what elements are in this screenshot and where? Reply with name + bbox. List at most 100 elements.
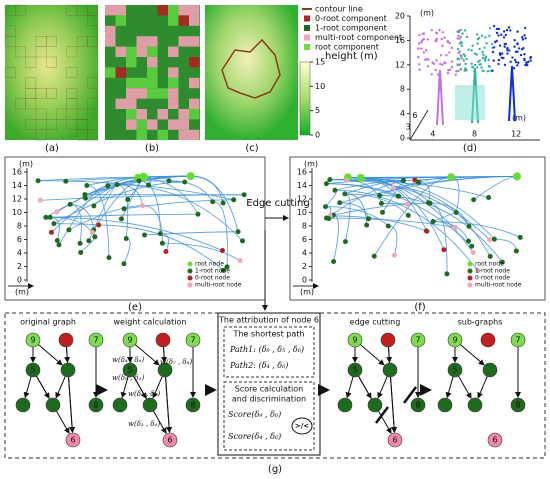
node: [337, 200, 343, 206]
tick-label: 16: [395, 36, 405, 45]
panel-label: (g): [268, 464, 282, 475]
point: [516, 30, 519, 33]
node: [415, 179, 421, 185]
point: [420, 39, 424, 42]
node: [396, 193, 402, 199]
edge: [325, 206, 389, 227]
node: [121, 206, 127, 212]
node: [470, 249, 476, 255]
node: [114, 182, 120, 188]
point: [481, 56, 485, 60]
node: [48, 229, 54, 235]
point: [478, 47, 481, 51]
node: [105, 183, 111, 189]
point: [522, 46, 525, 50]
tick-label: 10: [12, 208, 22, 217]
point: [463, 29, 467, 32]
cell: [66, 67, 78, 79]
point: [503, 45, 506, 48]
point: [476, 38, 480, 41]
edge: [329, 179, 415, 217]
tick-label: 6: [412, 111, 417, 120]
cell: [126, 98, 137, 109]
node: [163, 249, 169, 255]
point: [500, 56, 503, 59]
node: [140, 203, 146, 209]
node: [366, 216, 372, 222]
node-label: 6: [492, 436, 497, 445]
top-row: height (m) (a) (b) (c) (d): [5, 5, 477, 154]
node: [106, 255, 112, 261]
node: [465, 238, 471, 244]
node: [25, 332, 41, 348]
cell: [25, 98, 37, 110]
contour: [221, 38, 281, 99]
edge: [212, 201, 228, 267]
point: [506, 49, 509, 52]
point: [475, 33, 479, 36]
point: [484, 55, 488, 58]
node: [157, 362, 173, 378]
node: [84, 182, 90, 188]
node: [469, 243, 475, 249]
node: [412, 177, 418, 183]
node: [467, 397, 483, 413]
edge: [334, 189, 479, 271]
node: [63, 178, 69, 184]
edge: [138, 180, 161, 234]
node: [118, 216, 124, 222]
cell: [4, 36, 16, 47]
point: [476, 42, 479, 45]
map-c: [205, 5, 298, 140]
point: [508, 49, 511, 52]
point: [441, 63, 444, 66]
panel-label: (a): [45, 143, 59, 154]
node: [78, 249, 84, 255]
node: [121, 261, 127, 267]
cut-mark: [403, 386, 417, 404]
edge: [40, 194, 245, 201]
node: [327, 177, 333, 183]
edge: [142, 205, 163, 244]
point: [448, 68, 452, 71]
node: [195, 211, 201, 217]
legend-label: root component: [315, 43, 379, 52]
point: [465, 69, 468, 72]
point: [457, 34, 460, 38]
node-label: 6: [392, 436, 397, 445]
node: [337, 397, 353, 413]
node: [343, 177, 349, 183]
cell: [178, 15, 189, 26]
node-label: 7: [415, 336, 420, 345]
point: [485, 42, 488, 45]
edge: [344, 180, 404, 195]
point: [445, 53, 448, 57]
node: [332, 187, 338, 193]
legend-label: 1-root node: [475, 268, 510, 275]
node: [391, 184, 397, 190]
unit: (m): [19, 160, 33, 169]
node: [491, 236, 497, 242]
point: [435, 37, 438, 41]
point: [420, 47, 423, 50]
point: [457, 51, 460, 55]
cell: [66, 46, 78, 58]
point: [434, 68, 438, 72]
point: [439, 62, 442, 66]
point: [523, 26, 527, 30]
node: [475, 268, 481, 274]
node: [136, 178, 142, 184]
cell: [157, 129, 168, 141]
cell: [168, 88, 179, 99]
cell: [15, 4, 26, 16]
panel-label: (e): [128, 302, 142, 313]
point: [432, 62, 436, 65]
point: [470, 49, 473, 52]
point: [417, 47, 420, 50]
edge: [373, 176, 452, 257]
colorbar-title: height (m): [325, 51, 378, 62]
cell: [115, 5, 126, 16]
point: [524, 37, 527, 40]
node: [486, 195, 492, 201]
node: [67, 201, 73, 207]
